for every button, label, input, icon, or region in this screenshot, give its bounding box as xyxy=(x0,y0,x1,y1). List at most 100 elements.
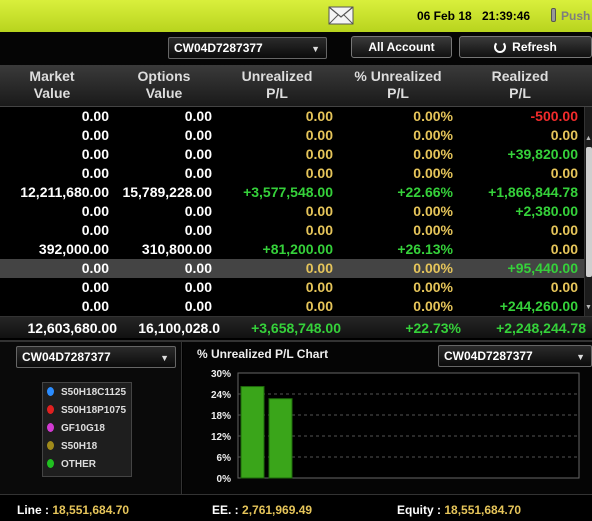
total-unrealized-pl: +3,658,748.00 xyxy=(251,320,341,336)
chart-title: % Unrealized P/L Chart xyxy=(197,347,329,361)
y-tick-label: 24% xyxy=(211,390,231,401)
options-value-cell: 0.00 xyxy=(184,146,212,162)
table-row[interactable]: 0.00 0.00 0.00 0.00% 0.00 xyxy=(0,278,584,297)
legend-dot-icon xyxy=(47,387,54,396)
realized-pl-cell: 0.00 xyxy=(550,241,578,257)
table-row[interactable]: 0.00 0.00 0.00 0.00% +39,820.00 xyxy=(0,145,584,164)
legend-account-select[interactable]: CW04D7287377 ▼ xyxy=(16,346,176,368)
table-body: 0.00 0.00 0.00 0.00% -500.00 0.00 0.00 0.00 0.00… xyxy=(0,107,584,316)
header-realized-pl[interactable]: Realized P/L xyxy=(478,68,562,102)
header-market-value[interactable]: Market Value xyxy=(12,68,92,102)
legend-item: S50H18 xyxy=(47,441,97,459)
account-select[interactable]: CW04D7287377 ▼ xyxy=(168,37,327,59)
realized-pl-cell: -500.00 xyxy=(530,108,578,124)
total-realized-pl: +2,248,244.78 xyxy=(496,320,586,336)
scroll-thumb[interactable] xyxy=(586,147,592,277)
scroll-down-icon[interactable]: ▼ xyxy=(585,304,592,311)
chart-account-select[interactable]: CW04D7287377 ▼ xyxy=(438,345,592,367)
table-scrollbar[interactable]: ▲ ▼ xyxy=(584,107,592,316)
options-value-cell: 15,789,228.00 xyxy=(122,184,212,200)
table-row[interactable]: 0.00 0.00 0.00 0.00% +2,380.00 xyxy=(0,202,584,221)
legend-panel: CW04D7287377 ▼ S50H18C1125 S50H18P1075 GF1… xyxy=(0,342,182,494)
legend-label: S50H18 xyxy=(61,441,98,452)
table-row[interactable]: 0.00 0.00 0.00 0.00% 0.00 xyxy=(0,126,584,145)
legend-item: S50H18P1075 xyxy=(47,405,126,423)
legend-item: GF10G18 xyxy=(47,423,105,441)
scroll-up-icon[interactable]: ▲ xyxy=(585,135,592,142)
total-options-value: 16,100,028.0 xyxy=(138,320,220,336)
market-value-cell: 0.00 xyxy=(81,260,109,276)
chart-bar[interactable] xyxy=(268,398,293,479)
legend-account-select-value: CW04D7287377 xyxy=(22,350,111,364)
header-line2: P/L xyxy=(266,85,288,101)
header-unrealized-pl[interactable]: Unrealized P/L xyxy=(226,68,328,102)
legend-label: S50H18P1075 xyxy=(61,405,127,416)
table-row[interactable]: 0.00 0.00 0.00 0.00% 0.00 xyxy=(0,221,584,240)
header-line1: Market xyxy=(29,68,75,84)
header-pct-unrealized-pl[interactable]: % Unrealized P/L xyxy=(340,68,456,102)
pct-unrealized-pl-cell: 0.00% xyxy=(413,108,453,124)
chevron-down-icon: ▼ xyxy=(576,352,585,362)
pct-unrealized-pl-cell: 0.00% xyxy=(413,260,453,276)
chart-plot-area xyxy=(237,372,580,479)
options-value-cell: 0.00 xyxy=(184,108,212,124)
unrealized-pl-cell: 0.00 xyxy=(305,298,333,314)
refresh-button[interactable]: Refresh xyxy=(459,36,592,58)
options-value-cell: 0.00 xyxy=(184,203,212,219)
line-value: 18,551,684.70 xyxy=(52,503,130,517)
ee-label: EE. : xyxy=(212,503,239,517)
chart-bar[interactable] xyxy=(240,386,265,479)
table-row[interactable]: 392,000.00 310,800.00 +81,200.00 +26.13% 0.0… xyxy=(0,240,584,259)
legend-dot-icon xyxy=(47,441,54,450)
options-value-cell: 0.00 xyxy=(184,298,212,314)
unrealized-pl-cell: 0.00 xyxy=(305,127,333,143)
legend-label: OTHER xyxy=(61,459,96,470)
unrealized-pl-cell: 0.00 xyxy=(305,146,333,162)
unrealized-pl-cell: +3,577,548.00 xyxy=(243,184,333,200)
total-pct-unrealized-pl: +22.73% xyxy=(405,320,461,336)
realized-pl-cell: +2,380.00 xyxy=(515,203,578,219)
control-row: CW04D7287377 ▼ All Account Refresh xyxy=(0,32,592,65)
market-value-cell: 0.00 xyxy=(81,298,109,314)
pct-unrealized-pl-cell: 0.00% xyxy=(413,146,453,162)
header-options-value[interactable]: Options Value xyxy=(122,68,206,102)
pct-unrealized-pl-cell: 0.00% xyxy=(413,165,453,181)
options-value-cell: 0.00 xyxy=(184,165,212,181)
table-row[interactable]: 12,211,680.00 15,789,228.00 +3,577,548.00 +… xyxy=(0,183,584,202)
table-row[interactable]: 0.00 0.00 0.00 0.00% -500.00 xyxy=(0,107,584,126)
unrealized-pl-cell: +81,200.00 xyxy=(262,241,333,257)
realized-pl-cell: 0.00 xyxy=(550,127,578,143)
options-value-cell: 0.00 xyxy=(184,127,212,143)
header-line1: Unrealized xyxy=(241,68,313,84)
legend-item: OTHER xyxy=(47,459,96,477)
realized-pl-cell: 0.00 xyxy=(550,165,578,181)
unrealized-pl-cell: 0.00 xyxy=(305,203,333,219)
push-label[interactable]: Push xyxy=(561,9,591,23)
all-account-button[interactable]: All Account xyxy=(351,36,452,58)
market-value-cell: 0.00 xyxy=(81,127,109,143)
market-value-cell: 0.00 xyxy=(81,203,109,219)
footer-bar: Line : 18,551,684.70 EE. : 2,761,969.49 … xyxy=(0,494,592,521)
unrealized-pl-cell: 0.00 xyxy=(305,165,333,181)
y-tick-label: 6% xyxy=(217,453,232,464)
options-value-cell: 0.00 xyxy=(184,279,212,295)
table-row[interactable]: 0.00 0.00 0.00 0.00% 0.00 xyxy=(0,164,584,183)
chevron-down-icon: ▼ xyxy=(311,44,320,54)
all-account-label: All Account xyxy=(368,40,435,54)
time-text: 21:39:46 xyxy=(482,9,531,23)
table-row[interactable]: 0.00 0.00 0.00 0.00% +244,260.00 xyxy=(0,297,584,316)
account-select-value: CW04D7287377 xyxy=(174,41,263,55)
pct-unrealized-pl-cell: +26.13% xyxy=(397,241,453,257)
realized-pl-cell: 0.00 xyxy=(550,279,578,295)
ee-value: 2,761,969.49 xyxy=(242,503,313,517)
header-line2: P/L xyxy=(387,85,409,101)
equity-label: Equity : xyxy=(397,503,441,517)
pct-unrealized-pl-cell: 0.00% xyxy=(413,298,453,314)
ee-summary: EE. : 2,761,969.49 xyxy=(212,503,312,517)
mail-icon[interactable] xyxy=(328,6,354,25)
y-tick-label: 30% xyxy=(211,369,231,380)
total-row: 12,603,680.00 16,100,028.0 +3,658,748.00… xyxy=(0,316,592,338)
realized-pl-cell: +95,440.00 xyxy=(507,260,578,276)
unrealized-pl-cell: 0.00 xyxy=(305,279,333,295)
table-row[interactable]: 0.00 0.00 0.00 0.00% +95,440.00 xyxy=(0,259,584,278)
